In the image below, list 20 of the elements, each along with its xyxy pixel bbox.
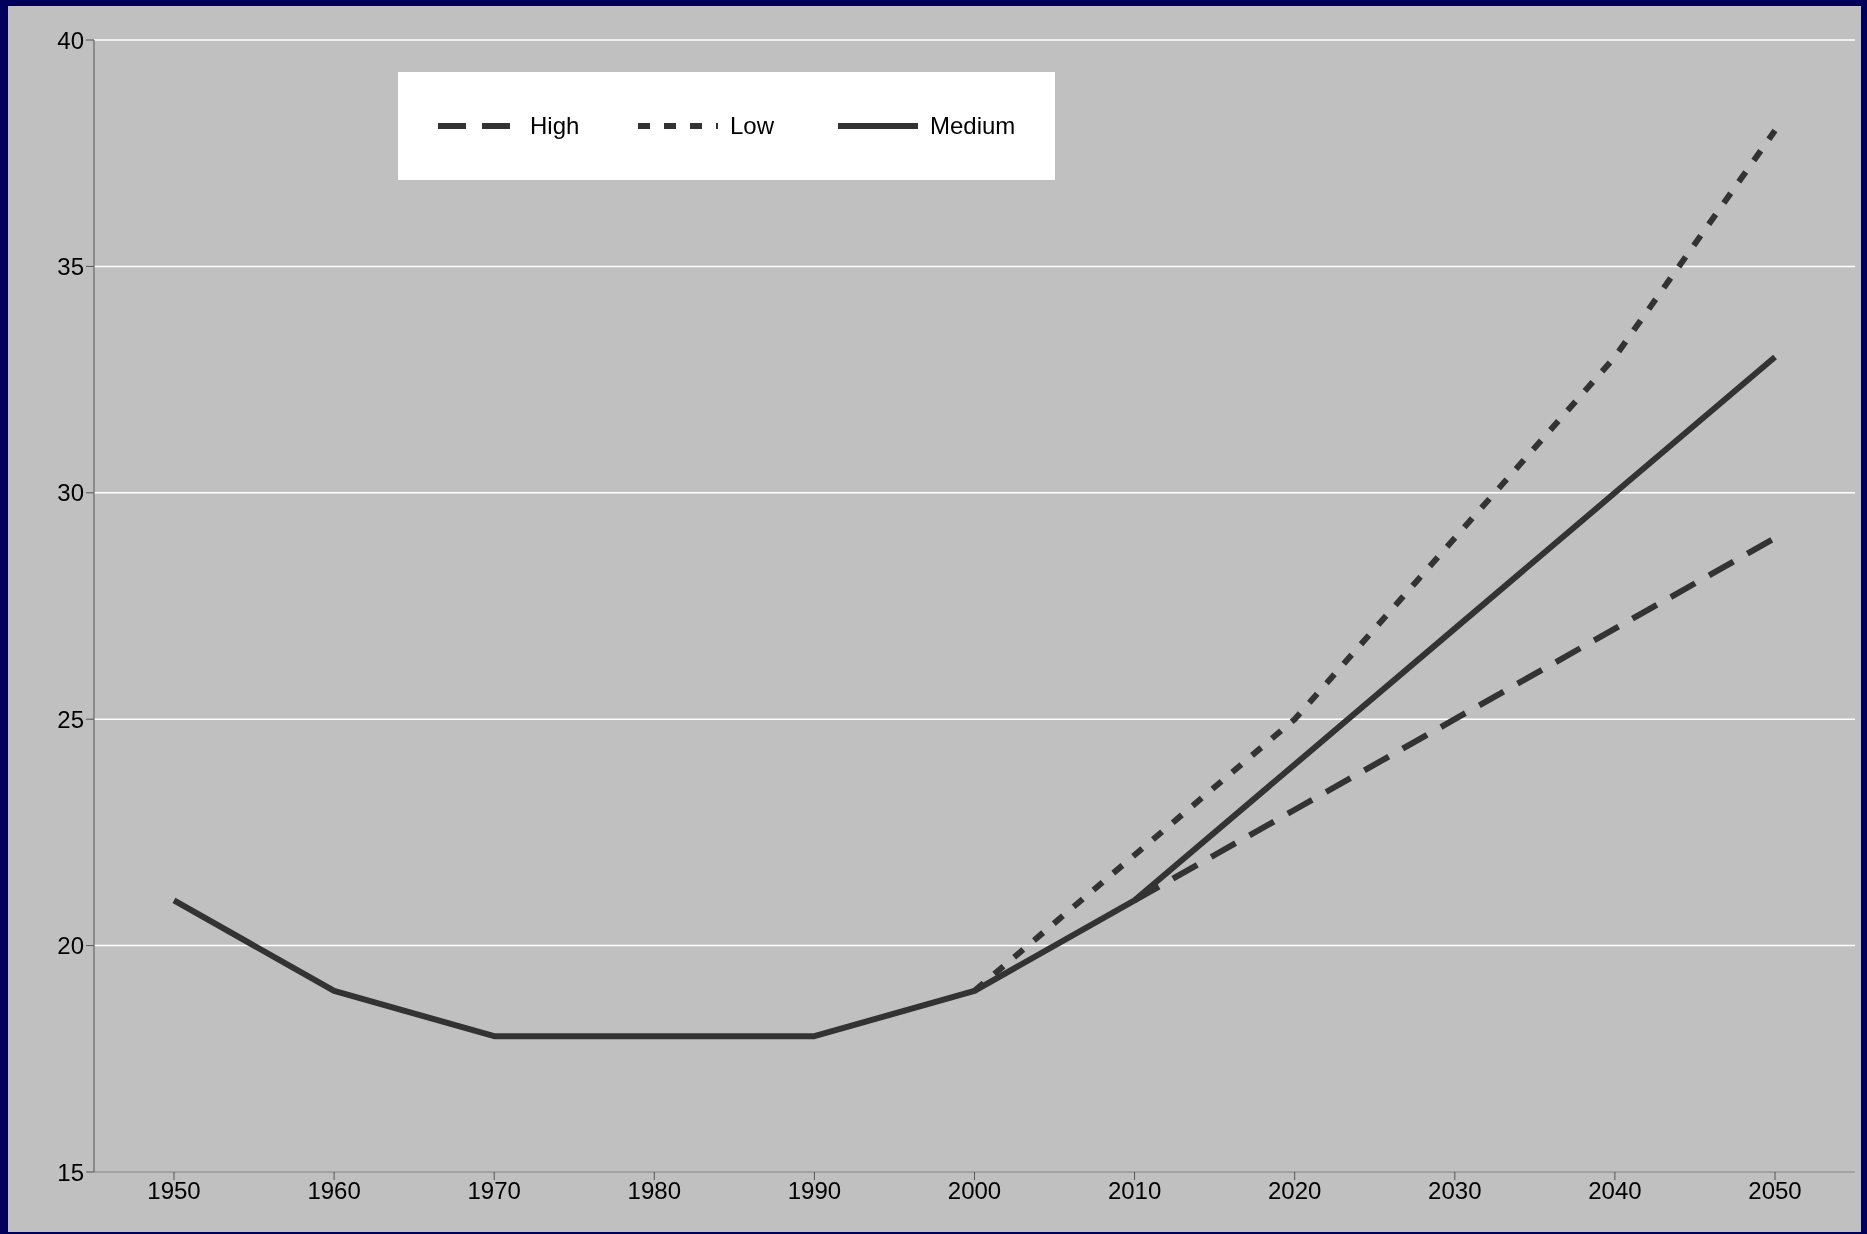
x-tick-label: 1970 [467, 1177, 521, 1205]
y-tick-label: 20 [57, 932, 84, 960]
y-tick-label: 25 [57, 705, 84, 733]
y-tick-label: 35 [57, 252, 84, 280]
x-tick-label: 2050 [1748, 1177, 1802, 1205]
x-tick-label: 2030 [1428, 1177, 1482, 1205]
x-tick-label: 2010 [1107, 1177, 1162, 1205]
y-tick-label: 30 [57, 479, 84, 507]
x-tick-label: 2000 [947, 1177, 1002, 1205]
x-tick-label: 2020 [1268, 1177, 1322, 1205]
legend-label: Medium [930, 112, 1016, 140]
y-tick-label: 15 [57, 1158, 84, 1186]
x-tick-label: 1980 [627, 1177, 681, 1205]
legend-label: Low [730, 112, 775, 140]
legend-label: High [530, 112, 580, 140]
x-tick-label: 1950 [147, 1177, 201, 1205]
x-tick-label: 1990 [787, 1177, 842, 1205]
y-tick-label: 40 [57, 26, 84, 54]
x-tick-label: 1960 [307, 1177, 361, 1205]
x-tick-label: 2040 [1588, 1177, 1642, 1205]
